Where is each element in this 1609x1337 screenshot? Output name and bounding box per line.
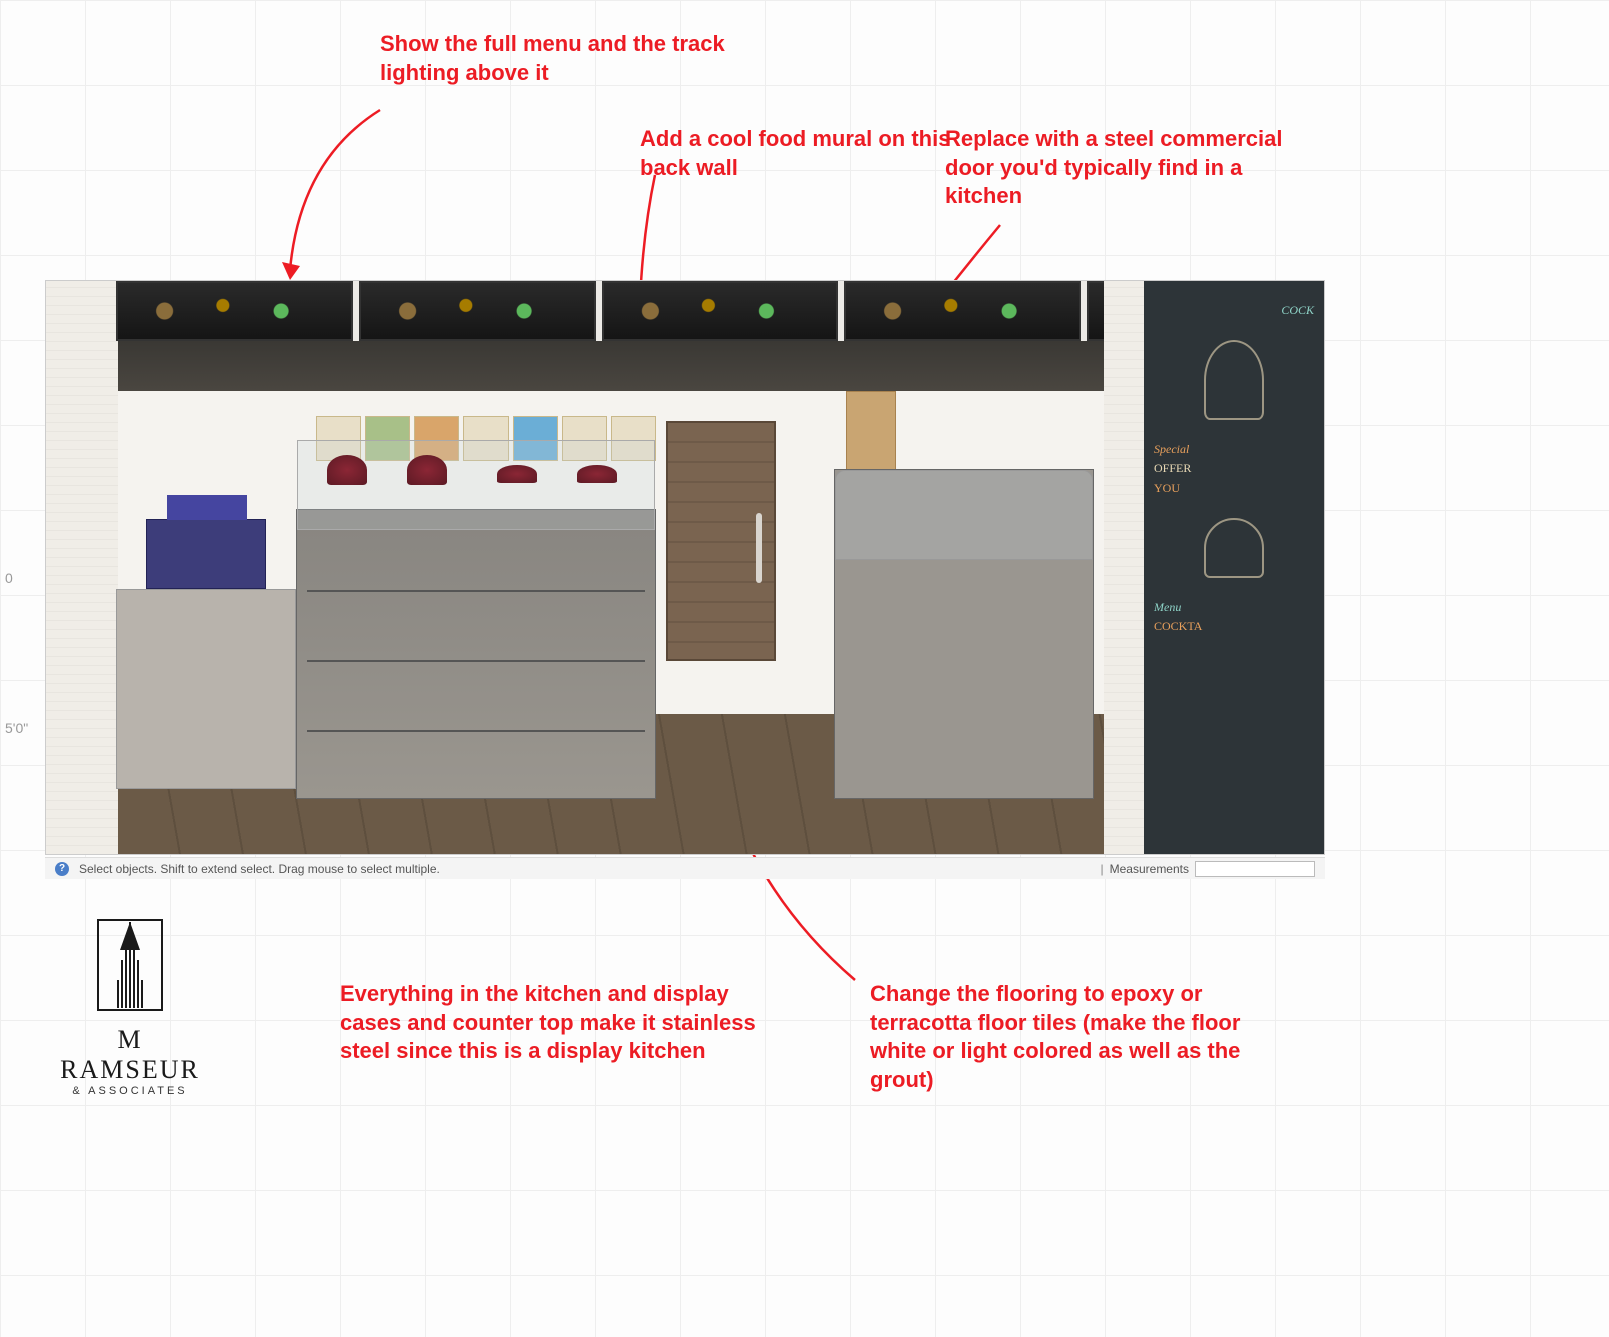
display-glass bbox=[297, 440, 655, 530]
measurements-label: Measurements bbox=[1110, 862, 1189, 876]
ruler-mark-0: 0 bbox=[5, 570, 13, 586]
measurements-input[interactable] bbox=[1195, 861, 1315, 877]
chalk-text: Menu bbox=[1154, 598, 1314, 617]
chalkboard-menu: COCK Special OFFER YOU Menu COCKTA bbox=[1144, 281, 1324, 854]
logo-name: M RAMSEUR bbox=[45, 1025, 215, 1085]
menu-board-2 bbox=[359, 281, 596, 341]
menu-board-1 bbox=[116, 281, 353, 341]
chalk-text: YOU bbox=[1154, 479, 1314, 498]
cake bbox=[327, 455, 367, 485]
chalk-text: COCK bbox=[1154, 301, 1314, 320]
chalk-text: COCKTA bbox=[1154, 617, 1314, 636]
kitchen-door bbox=[666, 421, 776, 661]
annotation-flooring: Change the flooring to epoxy or terracot… bbox=[870, 980, 1300, 1094]
menu-board-4 bbox=[844, 281, 1081, 341]
company-logo: M RAMSEUR & ASSOCIATES bbox=[45, 910, 215, 1097]
annotation-steel-door: Replace with a steel commercial door you… bbox=[945, 125, 1305, 211]
status-bar: ? Select objects. Shift to extend select… bbox=[45, 857, 1325, 879]
chalk-glass-icon bbox=[1204, 518, 1264, 578]
annotation-menu-lighting: Show the full menu and the track lightin… bbox=[380, 30, 740, 87]
wall-left-brick bbox=[46, 281, 118, 854]
ruler-mark-5ft: 5'0" bbox=[5, 720, 28, 736]
pie bbox=[577, 465, 617, 483]
bakery-display-case bbox=[296, 509, 656, 799]
ceiling-soffit bbox=[118, 341, 1104, 391]
status-hint: Select objects. Shift to extend select. … bbox=[79, 862, 440, 876]
chalk-text: OFFER bbox=[1154, 459, 1314, 478]
sketchup-viewport[interactable]: COCK Special OFFER YOU Menu COCKTA bbox=[45, 280, 1325, 855]
logo-mark-icon bbox=[90, 910, 170, 1020]
help-icon[interactable]: ? bbox=[55, 862, 69, 876]
cake bbox=[407, 455, 447, 485]
hot-food-warmer bbox=[834, 469, 1094, 799]
chalk-text: Special bbox=[1154, 440, 1314, 459]
logo-sub: & ASSOCIATES bbox=[45, 1085, 215, 1097]
shelf bbox=[307, 660, 645, 662]
shelf bbox=[307, 590, 645, 592]
pie bbox=[497, 465, 537, 483]
counter-left bbox=[116, 589, 296, 789]
pos-terminal bbox=[146, 519, 266, 589]
warmer-hood bbox=[835, 470, 1093, 560]
menu-board-3 bbox=[602, 281, 839, 341]
wall-right-brick bbox=[1104, 281, 1144, 854]
chalk-glass-icon bbox=[1204, 340, 1264, 420]
annotation-stainless: Everything in the kitchen and display ca… bbox=[340, 980, 760, 1066]
shelf bbox=[307, 730, 645, 732]
